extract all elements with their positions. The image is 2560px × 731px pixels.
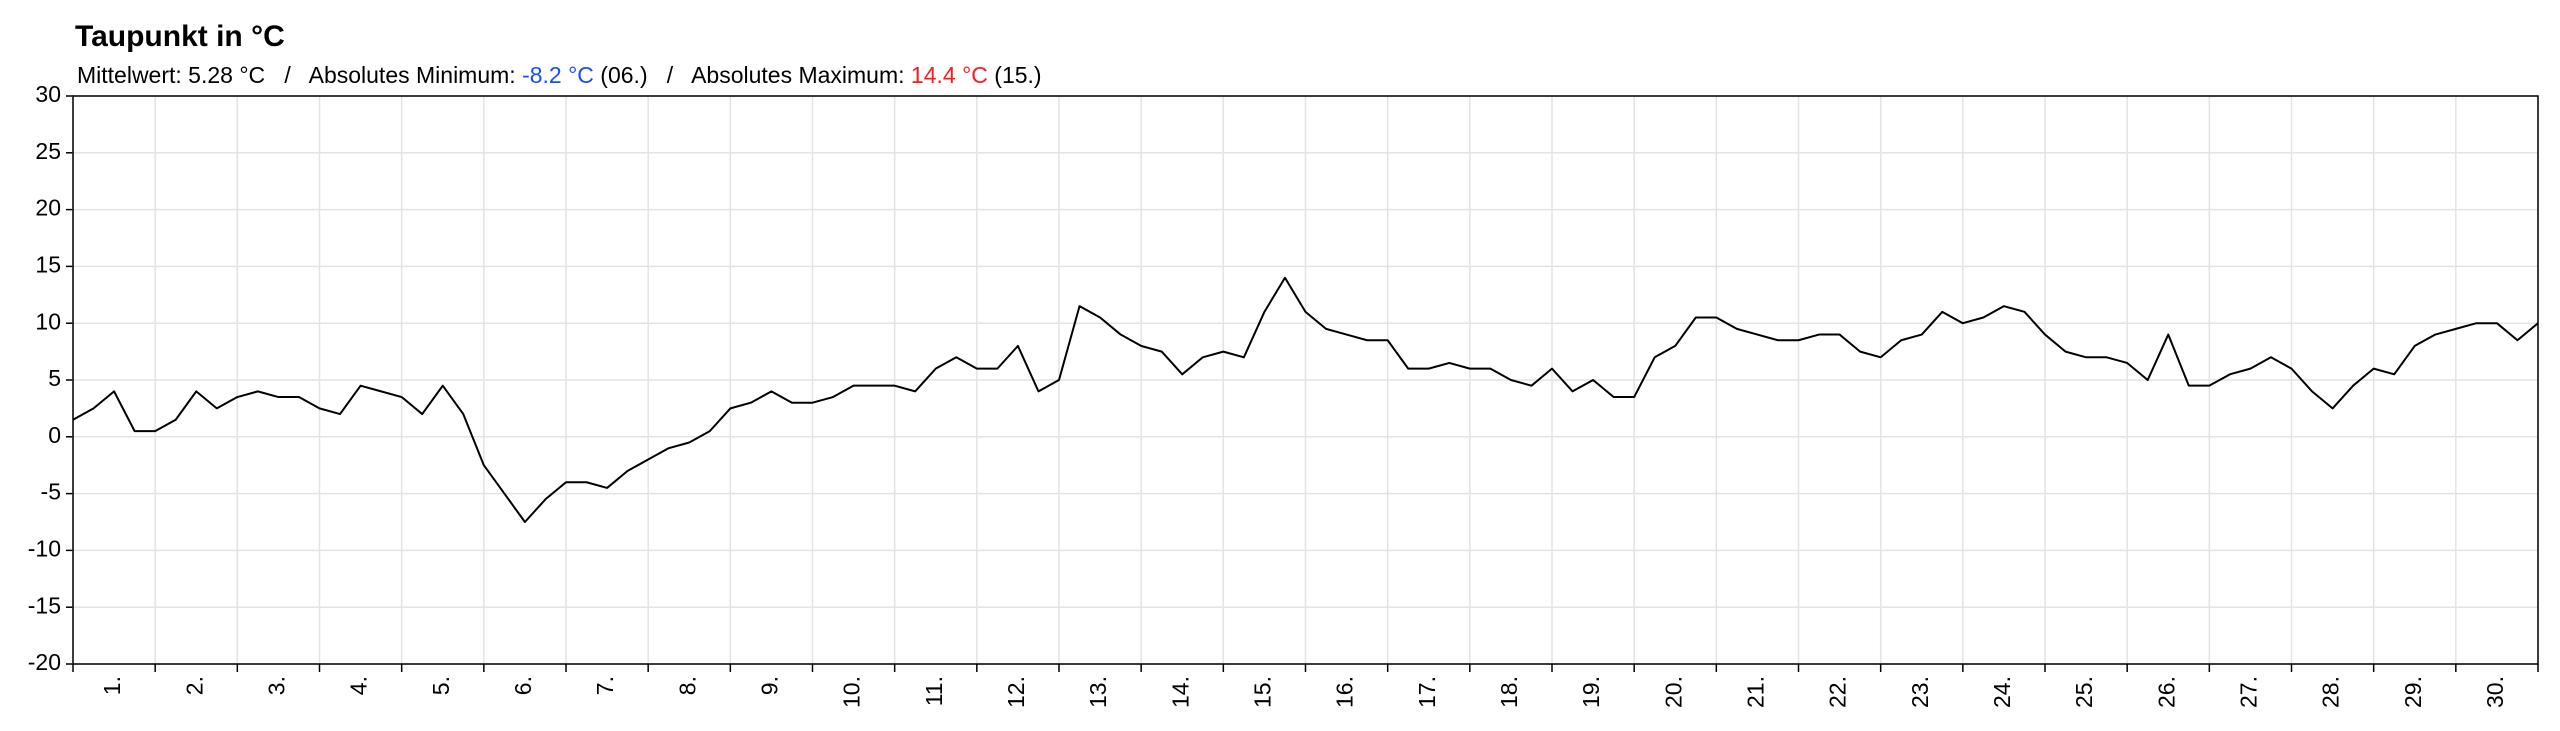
y-tick-label: -10 xyxy=(28,535,61,561)
x-tick-label: 9. xyxy=(756,676,782,695)
x-tick-label: 13. xyxy=(1085,676,1111,708)
x-tick-label: 21. xyxy=(1742,676,1768,708)
x-tick-label: 22. xyxy=(1825,676,1851,708)
data-line xyxy=(72,276,2539,523)
x-tick-label: 30. xyxy=(2482,676,2508,708)
x-tick-label: 25. xyxy=(2071,676,2097,708)
chart-subtitle: Mittelwert: 5.28 °C / Absolutes Minimum:… xyxy=(77,62,1042,88)
y-tick-label: -5 xyxy=(41,479,61,505)
x-tick-label: 20. xyxy=(1660,676,1686,708)
x-tick-label: 18. xyxy=(1496,676,1522,708)
x-tick-label: 29. xyxy=(2400,676,2426,708)
x-tick-label: 4. xyxy=(346,676,372,695)
x-tick-label: 28. xyxy=(2318,676,2344,708)
y-tick-label: 10 xyxy=(35,308,61,334)
x-tick-label: 19. xyxy=(1578,676,1604,708)
x-tick-label: 2. xyxy=(181,676,207,695)
x-tick-label: 8. xyxy=(674,676,700,695)
subtitle-part: Mittelwert: 5.28 °C / Absolutes Minimum: xyxy=(77,62,522,88)
chart-title: Taupunkt in °C xyxy=(75,20,285,53)
x-tick-label: 10. xyxy=(839,676,865,708)
x-tick-label: 7. xyxy=(592,676,618,695)
x-tick-label: 15. xyxy=(1249,676,1275,708)
subtitle-part: -8.2 °C xyxy=(522,62,594,88)
subtitle-part: (15.) xyxy=(988,62,1042,88)
x-tick-label: 14. xyxy=(1167,676,1193,708)
x-tick-label: 3. xyxy=(263,676,289,695)
subtitle-part: (06.) / Absolutes Maximum: xyxy=(594,62,911,88)
y-tick-label: 15 xyxy=(35,251,61,277)
y-tick-label: 20 xyxy=(35,195,61,221)
x-tick-label: 27. xyxy=(2235,676,2261,708)
x-tick-label: 12. xyxy=(1003,676,1029,708)
subtitle-part: 14.4 °C xyxy=(911,62,988,88)
x-tick-label: 5. xyxy=(428,676,454,695)
y-tick-label: 30 xyxy=(35,81,61,107)
y-tick-label: -20 xyxy=(28,649,61,675)
x-tick-label: 11. xyxy=(921,676,947,706)
x-tick-label: 23. xyxy=(1907,676,1933,708)
y-tick-label: -15 xyxy=(28,592,61,618)
plot-frame xyxy=(72,95,2539,665)
x-tick-label: 24. xyxy=(1989,676,2015,708)
x-tick-label: 26. xyxy=(2153,676,2179,708)
x-tick-label: 1. xyxy=(99,676,125,695)
y-tick-label: 5 xyxy=(48,365,61,391)
x-tick-label: 6. xyxy=(510,676,536,695)
x-tick-label: 16. xyxy=(1332,676,1358,708)
y-tick-label: 25 xyxy=(35,138,61,164)
y-tick-label: 0 xyxy=(48,422,61,448)
x-tick-label: 17. xyxy=(1414,676,1440,708)
